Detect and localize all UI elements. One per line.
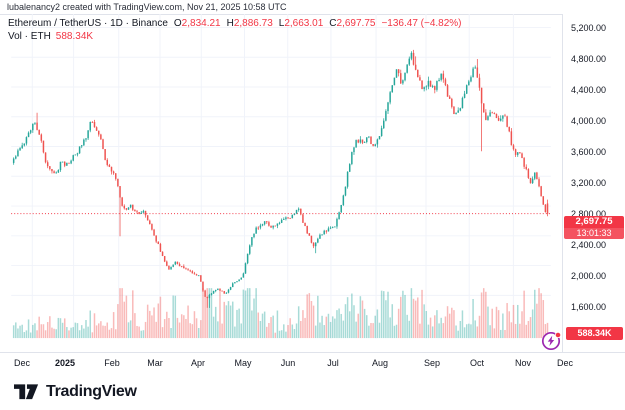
time-tick-month: Aug: [371, 358, 388, 368]
price-axis[interactable]: 2,697.75 13:01:33 588.34K 5,200.00 4,800.…: [562, 14, 625, 352]
ohlc-label-close: C: [329, 18, 337, 29]
attribution-text: lubalenancy2 created with TradingView.co…: [7, 2, 287, 12]
footer-branding[interactable]: TradingView: [14, 383, 137, 401]
price-tick: 4,000.00: [571, 115, 607, 126]
ohlc-label-high: H: [226, 18, 234, 29]
price-tick: 3,600.00: [571, 146, 607, 157]
price-tick: 1,600.00: [571, 301, 607, 312]
time-axis[interactable]: Dec 2025 Feb Mar Apr May Jun Jul Aug Sep Oct Nov Dec: [0, 352, 625, 376]
time-tick-month: Dec: [13, 358, 30, 368]
time-tick-month: Dec: [556, 358, 573, 368]
chart-legend: Ethereum / TetherUS · 1D · Binance O2,834…: [8, 17, 462, 43]
tradingview-logo-text: TradingView: [46, 383, 137, 400]
tradingview-logo-icon: [14, 384, 39, 400]
ohlc-value-low: 2,663.01: [284, 18, 324, 29]
change-value: −136.47 (−4.82%): [381, 18, 462, 29]
price-tick: 3,200.00: [571, 177, 607, 188]
ohlc-value-high: 2,886.73: [233, 18, 273, 29]
time-tick-month: Jun: [280, 358, 296, 368]
time-tick-year: 2025: [54, 358, 76, 368]
flash-button[interactable]: [541, 330, 563, 352]
price-tick: 2,000.00: [571, 270, 607, 281]
candlestick-chart[interactable]: [0, 14, 562, 352]
last-price-value: 2,697.75: [575, 216, 613, 227]
time-tick-month: Mar: [147, 358, 163, 368]
time-tick-month: Nov: [514, 358, 531, 368]
price-tick: 5,200.00: [571, 22, 607, 33]
widget-top-border: [0, 14, 625, 15]
lightning-bolt-icon: [541, 331, 562, 351]
time-tick-month: Feb: [104, 358, 120, 368]
time-tick-month: Oct: [469, 358, 484, 368]
ohlc-value-open: 2,834.21: [181, 18, 221, 29]
volume-title: Vol · ETH: [8, 31, 51, 42]
symbol-title[interactable]: Ethereum / TetherUS · 1D · Binance: [8, 18, 168, 29]
time-tick-month: Sep: [423, 358, 440, 368]
price-tick: 4,800.00: [571, 53, 607, 64]
price-tick: 2,800.00: [571, 208, 607, 219]
ohlc-label-open: O: [173, 18, 182, 29]
ohlc-label-low: L: [278, 18, 285, 29]
time-tick-month: Apr: [190, 358, 205, 368]
time-tick-month: May: [234, 358, 252, 368]
volume-value: 588.34K: [55, 31, 94, 42]
price-tick: 4,400.00: [571, 84, 607, 95]
bar-countdown: 13:01:33: [564, 228, 624, 239]
ohlc-value-close: 2,697.75: [336, 18, 376, 29]
last-price-label: 2,697.75 13:01:33: [564, 216, 624, 239]
time-tick-month: Jul: [327, 358, 339, 368]
price-tick: 2,400.00: [571, 239, 607, 250]
volume-axis-label: 588.34K: [566, 327, 623, 340]
